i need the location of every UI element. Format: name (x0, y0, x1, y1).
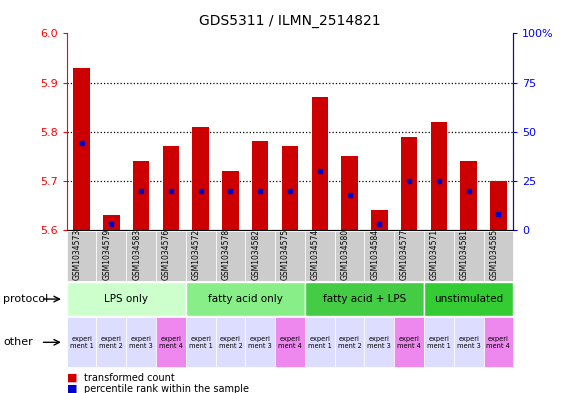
Text: fatty acid + LPS: fatty acid + LPS (323, 294, 406, 304)
Text: GSM1034577: GSM1034577 (400, 229, 409, 280)
Bar (311, 97, 328, 230)
Bar (431, 122, 447, 230)
Bar (252, 141, 269, 230)
Text: ■: ■ (67, 384, 77, 393)
Text: protocol: protocol (3, 294, 48, 304)
Bar (490, 181, 506, 230)
Text: GSM1034574: GSM1034574 (311, 229, 320, 280)
Bar (282, 146, 298, 230)
Text: experi
ment 3: experi ment 3 (457, 336, 480, 349)
Text: ■: ■ (67, 373, 77, 383)
Text: experi
ment 4: experi ment 4 (159, 336, 183, 349)
Text: experi
ment 3: experi ment 3 (248, 336, 272, 349)
Bar (401, 136, 417, 230)
Text: GSM1034580: GSM1034580 (340, 229, 350, 280)
Text: GSM1034572: GSM1034572 (191, 229, 201, 280)
Text: experi
ment 4: experi ment 4 (278, 336, 302, 349)
Text: GSM1034571: GSM1034571 (430, 229, 439, 280)
Text: experi
ment 1: experi ment 1 (308, 336, 332, 349)
Bar (133, 161, 149, 230)
Text: unstimulated: unstimulated (434, 294, 503, 304)
Text: LPS only: LPS only (104, 294, 148, 304)
Bar (461, 161, 477, 230)
Text: experi
ment 4: experi ment 4 (487, 336, 510, 349)
Text: GSM1034581: GSM1034581 (459, 229, 469, 280)
Bar (163, 146, 179, 230)
Text: experi
ment 2: experi ment 2 (338, 336, 361, 349)
Text: GSM1034579: GSM1034579 (102, 229, 111, 280)
Text: GSM1034585: GSM1034585 (490, 229, 498, 280)
Bar (371, 210, 387, 230)
Text: experi
ment 1: experi ment 1 (70, 336, 93, 349)
Text: experi
ment 2: experi ment 2 (219, 336, 242, 349)
Text: transformed count: transformed count (84, 373, 175, 383)
Text: GSM1034575: GSM1034575 (281, 229, 290, 280)
Text: experi
ment 3: experi ment 3 (368, 336, 391, 349)
Text: GSM1034576: GSM1034576 (162, 229, 171, 280)
Text: GDS5311 / ILMN_2514821: GDS5311 / ILMN_2514821 (199, 14, 381, 28)
Text: other: other (3, 337, 32, 347)
Text: GSM1034584: GSM1034584 (370, 229, 379, 280)
Text: GSM1034578: GSM1034578 (222, 229, 230, 280)
Text: fatty acid only: fatty acid only (208, 294, 283, 304)
Text: GSM1034583: GSM1034583 (132, 229, 141, 280)
Text: GSM1034582: GSM1034582 (251, 229, 260, 280)
Text: experi
ment 3: experi ment 3 (129, 336, 153, 349)
Text: experi
ment 2: experi ment 2 (99, 336, 124, 349)
Bar (222, 171, 238, 230)
Text: experi
ment 1: experi ment 1 (189, 336, 212, 349)
Bar (74, 68, 90, 230)
Text: experi
ment 4: experi ment 4 (397, 336, 421, 349)
Text: experi
ment 1: experi ment 1 (427, 336, 451, 349)
Bar (342, 156, 358, 230)
Text: GSM1034573: GSM1034573 (72, 229, 82, 280)
Bar (193, 127, 209, 230)
Text: percentile rank within the sample: percentile rank within the sample (84, 384, 249, 393)
Bar (103, 215, 119, 230)
